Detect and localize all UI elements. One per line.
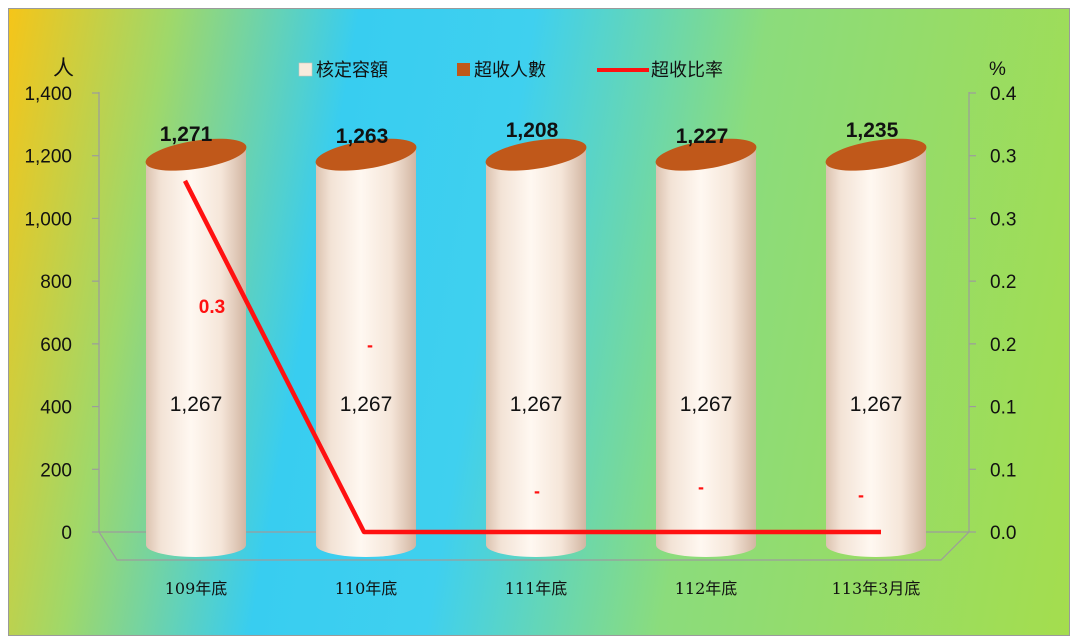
ratio-line xyxy=(182,179,881,535)
left-tick-label: 1,400 xyxy=(24,84,72,105)
legend-label-capacity: 核定容額 xyxy=(316,60,388,81)
x-category-label: 110年底 xyxy=(335,579,398,598)
left-axis-unit: 人 xyxy=(53,57,74,80)
excess-cylinder-cap xyxy=(315,138,417,171)
total-value-label: 1,271 xyxy=(160,123,213,146)
x-category-label: 111年底 xyxy=(505,579,568,598)
chart-frame: 人 % 0 200 400 600 800 1,000 1,200 1,400 0.0 0.1 0… xyxy=(8,8,1070,636)
right-axis-unit: % xyxy=(989,59,1006,80)
x-category-label: 113年3月底 xyxy=(832,579,921,598)
right-axis-ticks: 0.0 0.1 0.1 0.2 0.2 0.3 0.3 0.4 xyxy=(969,84,1017,544)
excess-cylinder-cap xyxy=(485,138,587,171)
x-category-label: 109年底 xyxy=(165,579,228,598)
left-axis-ticks: 0 200 400 600 800 1,000 1,200 1,400 xyxy=(24,84,99,544)
left-tick-label: 1,000 xyxy=(24,209,72,230)
left-tick-label: 1,200 xyxy=(24,147,72,168)
excess-value-label: - xyxy=(534,481,540,501)
data-labels: 1,267 1,271 1,267 1,263 1,267 1,208 1,267 1,227… xyxy=(160,119,903,505)
capacity-value-label: 1,267 xyxy=(340,393,393,416)
excess-cylinder-cap xyxy=(145,138,247,171)
capacity-cylinder xyxy=(656,146,756,557)
capacity-value-label: 1,267 xyxy=(170,393,223,416)
right-tick-label: 0.3 xyxy=(990,209,1016,230)
x-axis-labels: 109年底 110年底 111年底 112年底 113年3月底 xyxy=(165,579,921,598)
legend-swatch-capacity xyxy=(298,62,313,77)
capacity-cylinder xyxy=(316,146,416,557)
capacity-value-label: 1,267 xyxy=(680,393,733,416)
total-value-label: 1,235 xyxy=(846,119,899,142)
right-tick-label: 0.2 xyxy=(990,272,1016,293)
cylinder-bars xyxy=(145,138,927,557)
left-tick-label: 0 xyxy=(61,523,72,544)
capacity-value-label: 1,267 xyxy=(510,393,563,416)
capacity-value-label: 1,267 xyxy=(850,393,903,416)
excess-value-label: - xyxy=(367,335,373,355)
legend-label-ratio: 超收比率 xyxy=(651,60,723,81)
right-tick-label: 0.1 xyxy=(990,398,1016,419)
left-tick-label: 200 xyxy=(40,460,72,481)
ratio-line-group xyxy=(182,179,881,535)
right-tick-label: 0.3 xyxy=(990,147,1016,168)
excess-value-label: - xyxy=(858,485,864,505)
excess-cylinder-cap xyxy=(655,138,757,171)
left-tick-label: 600 xyxy=(40,335,72,356)
excess-value-label: - xyxy=(698,477,704,497)
right-tick-label: 0.0 xyxy=(990,523,1016,544)
capacity-cylinder xyxy=(486,146,586,557)
x-category-label: 112年底 xyxy=(675,579,738,598)
total-value-label: 1,263 xyxy=(336,125,389,148)
total-value-label: 1,227 xyxy=(676,125,729,148)
excess-value-label: 0.3 xyxy=(199,297,225,318)
capacity-cylinder xyxy=(146,146,246,557)
left-tick-label: 800 xyxy=(40,272,72,293)
legend: 核定容額 超收人數 超收比率 xyxy=(298,60,723,81)
capacity-cylinder xyxy=(826,146,926,557)
legend-label-excess: 超收人數 xyxy=(474,60,546,81)
excess-cylinder-cap xyxy=(825,138,927,171)
total-value-label: 1,208 xyxy=(506,119,559,142)
right-tick-label: 0.1 xyxy=(990,460,1016,481)
legend-swatch-excess xyxy=(457,63,470,76)
left-tick-label: 400 xyxy=(40,398,72,419)
right-tick-label: 0.2 xyxy=(990,335,1016,356)
right-tick-label: 0.4 xyxy=(990,84,1017,105)
